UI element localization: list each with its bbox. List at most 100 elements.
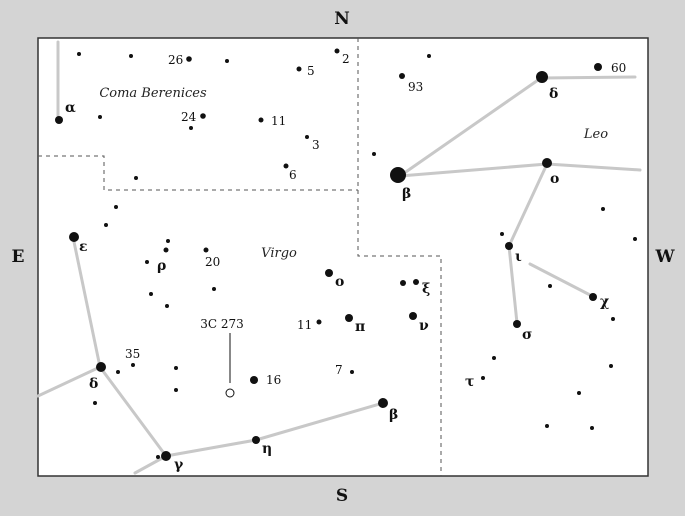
stick-omicron-leo-west	[545, 162, 642, 172]
star-26-com	[186, 56, 192, 62]
stick-omicron-iota	[507, 162, 549, 248]
star-beta-leo	[390, 167, 406, 183]
star	[189, 126, 193, 130]
constellation-boundaries	[38, 38, 442, 476]
label-93: 93	[408, 80, 423, 94]
star-pi-vir	[345, 314, 353, 322]
label-35: 35	[125, 347, 140, 361]
star-omicron-leo	[542, 158, 552, 168]
west-label: W	[654, 247, 675, 267]
star-nu-vir	[409, 312, 417, 320]
label-5: 5	[307, 64, 315, 78]
star	[225, 59, 229, 63]
star-2-com	[334, 48, 340, 54]
stick-epsilon-delta	[71, 235, 102, 369]
star	[114, 205, 118, 209]
star	[548, 284, 552, 288]
stick-gamma-eta	[164, 438, 258, 458]
star	[174, 388, 178, 392]
star-delta-leo	[536, 71, 548, 83]
star-delta-vir	[96, 362, 106, 372]
label-eta: η	[262, 441, 272, 457]
star-xi-vir	[413, 279, 419, 285]
star	[500, 232, 504, 236]
label-sigma: σ	[522, 327, 532, 343]
stick-iota-sigma	[507, 244, 519, 325]
label-beta-leo: β	[402, 186, 411, 202]
star	[609, 364, 613, 368]
label-xi: ξ	[422, 281, 430, 297]
label-pi: π	[355, 319, 365, 335]
stick-delta-leo-west	[539, 75, 637, 80]
label-26: 26	[168, 53, 183, 67]
star	[545, 424, 549, 428]
label-epsilon: ε	[79, 239, 88, 255]
star	[577, 391, 581, 395]
star	[212, 287, 216, 291]
stick-gamma-south	[133, 454, 168, 475]
label-tau: τ	[465, 374, 474, 390]
label-rho: ρ	[157, 258, 166, 274]
stick-beta-omicron-leo	[398, 162, 549, 178]
star	[590, 426, 594, 430]
star-rho-vir	[163, 247, 169, 253]
boundary-coma-virgo	[38, 155, 358, 191]
label-nu: ν	[419, 318, 429, 334]
star-16-vir	[250, 376, 258, 384]
label-7: 7	[335, 363, 343, 377]
star	[77, 52, 81, 56]
stick-delta-gamma	[98, 365, 168, 458]
star-tau-leo	[481, 376, 485, 380]
east-label: E	[12, 247, 25, 267]
star-gamma-vir	[161, 451, 171, 461]
label-omicron-leo: ο	[550, 171, 559, 187]
star	[98, 115, 102, 119]
label-2: 2	[342, 52, 350, 66]
north-label: N	[334, 9, 350, 29]
quasar-label: 3C 273	[200, 317, 244, 331]
star-20-vir	[203, 247, 209, 253]
star	[134, 176, 138, 180]
stars	[55, 48, 637, 461]
star	[400, 280, 406, 286]
chart-frame	[37, 37, 649, 477]
stick-delta-east	[36, 365, 102, 398]
star-sigma-leo	[513, 320, 521, 328]
label-delta-vir: δ	[89, 376, 98, 392]
constellation-virgo: Virgo	[261, 246, 297, 261]
label-11-coma: 11	[271, 114, 286, 128]
star	[104, 223, 108, 227]
south-label: S	[336, 486, 348, 506]
stick-beta-delta-leo	[398, 76, 543, 178]
stick-iota-chi	[528, 262, 594, 298]
star-epsilon-vir	[69, 232, 79, 242]
star	[611, 317, 615, 321]
constellation-coma: Coma Berenices	[99, 86, 207, 101]
star-beta-vir	[378, 398, 388, 408]
star	[165, 304, 169, 308]
star	[492, 356, 496, 360]
label-20: 20	[205, 255, 220, 269]
star-eta-vir	[252, 436, 260, 444]
label-chi: χ	[600, 294, 609, 310]
star	[427, 54, 431, 58]
star	[93, 401, 97, 405]
star-5-com	[296, 66, 302, 72]
star	[372, 152, 376, 156]
star	[633, 237, 637, 241]
star-3-com	[305, 135, 309, 139]
star-chi-leo	[589, 293, 597, 301]
label-iota: ι	[515, 249, 522, 265]
star-93-leo	[399, 73, 405, 79]
label-60: 60	[611, 61, 626, 75]
stick-eta-beta	[254, 401, 385, 442]
label-delta-leo: δ	[549, 86, 558, 102]
star	[174, 366, 178, 370]
stick-figures	[36, 40, 642, 475]
star	[145, 260, 149, 264]
label-beta-vir: β	[389, 407, 398, 423]
star	[601, 207, 605, 211]
quasar-marker	[225, 388, 235, 398]
label-gamma: γ	[174, 457, 184, 473]
